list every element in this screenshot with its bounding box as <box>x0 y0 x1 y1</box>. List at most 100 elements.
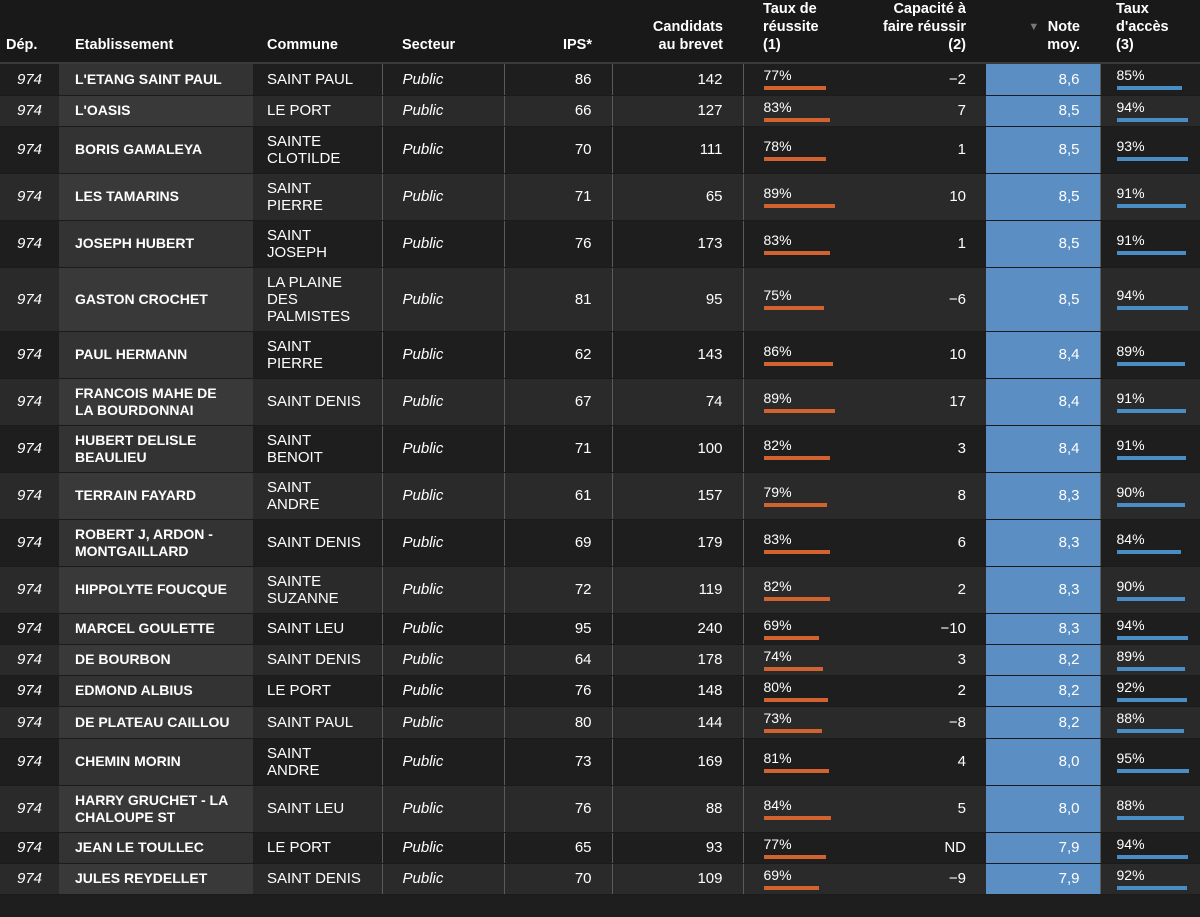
cell-capacite: 6 <box>866 519 986 567</box>
cell-etablissement: TERRAIN FAYARD <box>59 472 253 520</box>
cell-taux-reussite: 83% <box>742 220 866 268</box>
cell-candidats: 178 <box>611 644 743 676</box>
cell-commune: SAINT DENIS <box>253 378 382 426</box>
cell-etablissement: LES TAMARINS <box>59 173 253 221</box>
cell-ips: 76 <box>503 785 612 833</box>
cell-commune: SAINT PAUL <box>253 706 382 739</box>
header-taux-reussite[interactable]: Taux de réussite (1) <box>743 0 866 64</box>
taux-acces-bar <box>1116 408 1186 413</box>
cell-ips: 62 <box>503 331 612 379</box>
cell-taux-reussite: 78% <box>742 126 866 174</box>
cell-note-moyenne: 8,3 <box>986 566 1100 614</box>
header-capacite[interactable]: Capacité à faire réussir (2) <box>866 0 986 64</box>
cell-capacite: −6 <box>866 267 986 332</box>
cell-taux-reussite: 73% <box>742 706 866 739</box>
header-taux-acces[interactable]: Taux d'accès (3) <box>1100 0 1200 64</box>
cell-candidats: 127 <box>611 95 743 127</box>
cell-commune: SAINTE SUZANNE <box>253 566 382 614</box>
results-table: Dép. Etablissement Commune Secteur IPS* … <box>0 0 1200 895</box>
cell-commune: SAINT ANDRE <box>253 738 382 786</box>
cell-commune: SAINT BENOIT <box>253 425 382 473</box>
cell-taux-acces: 94% <box>1099 832 1200 864</box>
taux-reussite-bar <box>763 885 819 890</box>
taux-acces-bar <box>1116 666 1185 671</box>
taux-acces-value: 89% <box>1116 647 1145 664</box>
taux-acces-bar <box>1116 549 1181 554</box>
taux-reussite-value: 89% <box>763 389 792 406</box>
table-row: 974 FRANCOIS MAHE DE LA BOURDONNAI SAINT DE… <box>0 378 1200 426</box>
taux-acces-value: 90% <box>1116 577 1145 594</box>
cell-ips: 70 <box>503 126 612 174</box>
cell-dep: 974 <box>0 126 59 174</box>
cell-capacite: 10 <box>866 331 986 379</box>
cell-commune: SAINT LEU <box>253 785 382 833</box>
cell-taux-reussite: 77% <box>742 832 866 864</box>
cell-commune: SAINT JOSEPH <box>253 220 382 268</box>
header-note-moyenne[interactable]: ▼ Note moy. <box>986 0 1100 64</box>
cell-dep: 974 <box>0 706 59 739</box>
cell-taux-reussite: 84% <box>742 785 866 833</box>
cell-etablissement: HARRY GRUCHET - LA CHALOUPE ST <box>59 785 253 833</box>
cell-ips: 64 <box>503 644 612 676</box>
taux-reussite-bar <box>763 635 819 640</box>
cell-taux-reussite: 75% <box>742 267 866 332</box>
cell-etablissement: BORIS GAMALEYA <box>59 126 253 174</box>
cell-dep: 974 <box>0 425 59 473</box>
cell-secteur: Public <box>381 331 504 379</box>
cell-candidats: 100 <box>611 425 743 473</box>
cell-ips: 67 <box>503 378 612 426</box>
cell-etablissement: L'OASIS <box>59 95 253 127</box>
cell-taux-acces: 89% <box>1099 644 1200 676</box>
taux-reussite-value: 86% <box>763 342 792 359</box>
cell-taux-reussite: 69% <box>742 863 866 895</box>
taux-reussite-bar <box>763 854 826 859</box>
cell-secteur: Public <box>381 378 504 426</box>
cell-etablissement: GASTON CROCHET <box>59 267 253 332</box>
cell-taux-reussite: 89% <box>742 173 866 221</box>
header-secteur[interactable]: Secteur <box>382 0 504 64</box>
cell-capacite: ND <box>866 832 986 864</box>
cell-etablissement: MARCEL GOULETTE <box>59 613 253 645</box>
cell-taux-reussite: 82% <box>742 425 866 473</box>
taux-reussite-value: 77% <box>763 835 792 852</box>
cell-etablissement: JULES REYDELLET <box>59 863 253 895</box>
taux-reussite-bar <box>763 306 824 310</box>
table-row: 974 EDMOND ALBIUS LE PORT Public 76 148 80% 2 8,… <box>0 675 1200 707</box>
cell-note-moyenne: 8,4 <box>986 425 1100 473</box>
cell-note-moyenne: 7,9 <box>986 832 1100 864</box>
taux-reussite-bar <box>763 815 831 820</box>
sort-descending-icon[interactable]: ▼ <box>1028 21 1040 33</box>
table-row: 974 HIPPOLYTE FOUCQUE SAINTE SUZANNE Public 7… <box>0 566 1200 614</box>
taux-reussite-bar <box>763 549 830 554</box>
cell-note-moyenne: 8,5 <box>986 126 1100 174</box>
cell-capacite: 2 <box>866 566 986 614</box>
header-etablissement[interactable]: Etablissement <box>59 0 253 64</box>
cell-dep: 974 <box>0 63 59 96</box>
cell-taux-acces: 92% <box>1099 863 1200 895</box>
table-row: 974 LES TAMARINS SAINT PIERRE Public 71 65 89% 1… <box>0 173 1200 221</box>
cell-taux-acces: 88% <box>1099 785 1200 833</box>
taux-reussite-bar <box>763 156 826 161</box>
taux-acces-bar <box>1116 86 1182 91</box>
header-commune[interactable]: Commune <box>253 0 382 64</box>
cell-note-moyenne: 8,5 <box>986 267 1100 332</box>
cell-taux-reussite: 81% <box>742 738 866 786</box>
header-candidats[interactable]: Candidats au brevet <box>612 0 743 64</box>
cell-taux-acces: 85% <box>1099 63 1200 96</box>
taux-reussite-value: 82% <box>763 577 792 594</box>
taux-reussite-value: 69% <box>763 616 792 633</box>
taux-acces-value: 91% <box>1116 231 1145 248</box>
taux-reussite-value: 78% <box>763 137 792 154</box>
cell-capacite: 8 <box>866 472 986 520</box>
cell-commune: SAINT DENIS <box>253 519 382 567</box>
cell-capacite: 3 <box>866 425 986 473</box>
header-dep[interactable]: Dép. <box>0 0 59 64</box>
header-ips[interactable]: IPS* <box>504 0 612 64</box>
cell-capacite: −9 <box>866 863 986 895</box>
cell-note-moyenne: 8,3 <box>986 519 1100 567</box>
cell-commune: LE PORT <box>253 832 382 864</box>
cell-ips: 73 <box>503 738 612 786</box>
cell-etablissement: ROBERT J, ARDON - MONTGAILLARD <box>59 519 253 567</box>
cell-ips: 66 <box>503 95 612 127</box>
cell-taux-acces: 89% <box>1099 331 1200 379</box>
